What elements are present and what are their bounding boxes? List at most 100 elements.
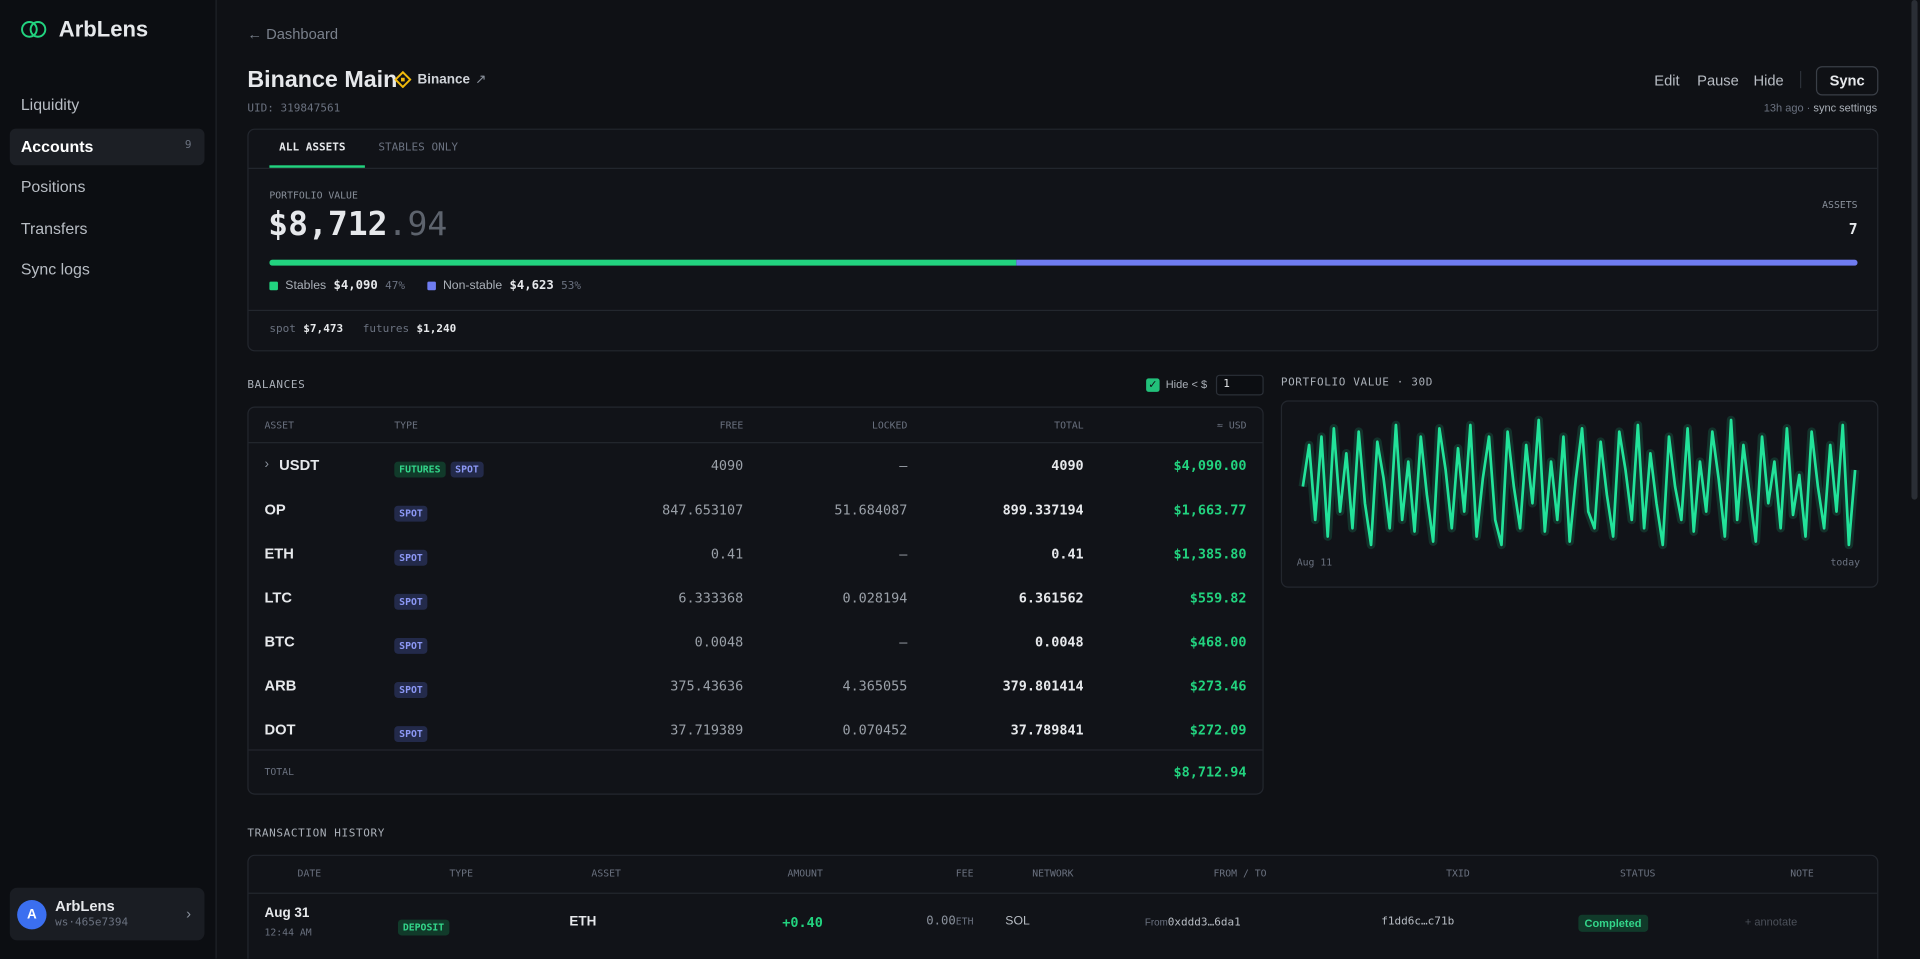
sync-button[interactable]: Sync [1815, 66, 1879, 96]
scrollbar [1911, 0, 1918, 500]
assets-label: ASSETS [1822, 199, 1858, 211]
external-link[interactable]: ↗ [475, 72, 487, 87]
type-badge: SPOT [394, 593, 428, 610]
column-header: TYPE [394, 420, 418, 432]
column-header[interactable]: TYPE [449, 868, 473, 880]
divider [248, 749, 1263, 751]
legend-item: Stables $4,090 47% [269, 279, 405, 293]
cell-total: 899.337194 [1002, 502, 1084, 518]
nav-active-bg [9, 127, 205, 165]
cell-locked: 4.365055 [842, 678, 908, 695]
type-badge: SPOT [394, 637, 428, 654]
cell-total: 379.801414 [1002, 678, 1084, 695]
column-header[interactable]: FROM / TO [1213, 868, 1267, 880]
column-header[interactable]: TXID [1446, 868, 1470, 880]
exchange: Binance [417, 72, 470, 87]
type-badges: SPOT [394, 501, 432, 523]
cell-usd: $1,385.80 [1173, 546, 1247, 563]
tx-note[interactable]: + annotate [1744, 915, 1798, 929]
breadcrumb[interactable]: ← Dashboard [247, 25, 339, 43]
cell-free: 375.43636 [670, 678, 744, 695]
wallets: spot $7,473 futures $1,240 [269, 323, 456, 335]
tx-id[interactable]: f1dd6c…c71b [1381, 915, 1455, 929]
value-cents: .94 [387, 205, 448, 244]
total-label: TOTAL [264, 766, 294, 778]
cell-locked: 51.684087 [834, 502, 908, 518]
cell-usd: $4,090.00 [1173, 457, 1247, 474]
type-badges: SPOT [394, 589, 432, 611]
column-header[interactable]: AMOUNT [787, 868, 823, 880]
cell-free: 0.41 [710, 546, 744, 563]
action-button[interactable]: Edit [1654, 72, 1680, 90]
cell-locked: — [899, 546, 908, 563]
portfolio-card [247, 128, 1879, 352]
tx-type-badge: DEPOSIT [397, 919, 450, 936]
column-header[interactable]: DATE [297, 868, 322, 880]
portfolio-label: PORTFOLIO VALUE [269, 189, 358, 201]
cell-total: 4090 [1051, 457, 1084, 474]
tx-network: SOL [1005, 914, 1030, 929]
cell-free: 37.719389 [670, 722, 744, 739]
nav-item[interactable]: Transfers [20, 218, 88, 237]
tab-underline [269, 165, 365, 168]
cell-usd: $468.00 [1189, 634, 1247, 651]
column-header[interactable]: NOTE [1790, 868, 1814, 880]
hide-checkbox[interactable]: ✓ [1146, 378, 1160, 392]
nav-item[interactable]: Liquidity [20, 95, 80, 114]
expand-icon[interactable]: › [264, 456, 269, 472]
type-badge: SPOT [394, 726, 428, 743]
hide-threshold-input[interactable]: 1 [1215, 374, 1264, 396]
asset-name: LTC [264, 588, 292, 607]
cell-usd: $559.82 [1189, 590, 1247, 607]
wallet-name[interactable]: futures [362, 323, 410, 336]
wallet-value: $1,240 [416, 323, 457, 336]
column-header[interactable]: FEE [955, 868, 974, 880]
balances-title: BALANCES [247, 379, 306, 392]
sync-ago: 13h ago · [1763, 101, 1811, 114]
legend-swatch [269, 281, 278, 291]
type-badges: SPOT [394, 677, 432, 699]
asset-name: DOT [264, 721, 296, 739]
legend-value: $4,623 [509, 279, 554, 293]
cell-locked: 0.070452 [842, 722, 908, 739]
column-header[interactable]: NETWORK [1032, 868, 1074, 880]
transactions-card [247, 854, 1879, 959]
wallet-name[interactable]: spot [269, 323, 296, 336]
assets-count: 7 [1848, 220, 1858, 238]
legend-swatch [427, 281, 436, 291]
type-badge: SPOT [394, 505, 428, 522]
from-address[interactable]: 0xddd3…6da1 [1167, 917, 1241, 930]
tx-type: DEPOSIT [397, 915, 454, 937]
tab-active[interactable]: ALL ASSETS [279, 142, 346, 155]
cell-usd: $272.09 [1189, 722, 1247, 739]
type-badge: SPOT [394, 549, 428, 566]
sparkline [1301, 418, 1857, 547]
sync-settings[interactable]: sync settings [1813, 101, 1878, 114]
nav-item[interactable]: Accounts [20, 136, 94, 155]
tab[interactable]: STABLES ONLY [378, 142, 458, 155]
wallet-value: $7,473 [303, 323, 344, 336]
column-header: FREE [719, 420, 744, 432]
column-header[interactable]: STATUS [1620, 868, 1656, 880]
nav-item[interactable]: Positions [20, 177, 86, 196]
column-header: LOCKED [871, 420, 908, 432]
split-legend: Stables $4,090 47% Non-stable $4,623 53% [269, 279, 581, 293]
exchange-icon [394, 71, 412, 89]
cell-usd: $273.46 [1189, 678, 1247, 695]
type-badge: SPOT [394, 682, 428, 698]
sparkline-chart [1298, 415, 1860, 550]
account-name: Binance Main [247, 67, 398, 94]
nav-item[interactable]: Sync logs [20, 259, 90, 278]
total-value: $8,712.94 [1173, 764, 1247, 781]
column-header[interactable]: ASSET [591, 868, 621, 880]
from-label: From [1144, 917, 1168, 929]
action-button[interactable]: Pause [1697, 72, 1739, 90]
sync-status: 13h ago · sync settings [1764, 102, 1877, 114]
type-badges: SPOT [394, 545, 432, 567]
action-button[interactable]: Hide [1753, 72, 1784, 90]
cell-usd: $1,663.77 [1173, 502, 1247, 518]
uid: UID: 319847561 [247, 102, 341, 116]
tx-asset: ETH [569, 914, 597, 930]
legend-value: $4,090 [333, 279, 378, 293]
